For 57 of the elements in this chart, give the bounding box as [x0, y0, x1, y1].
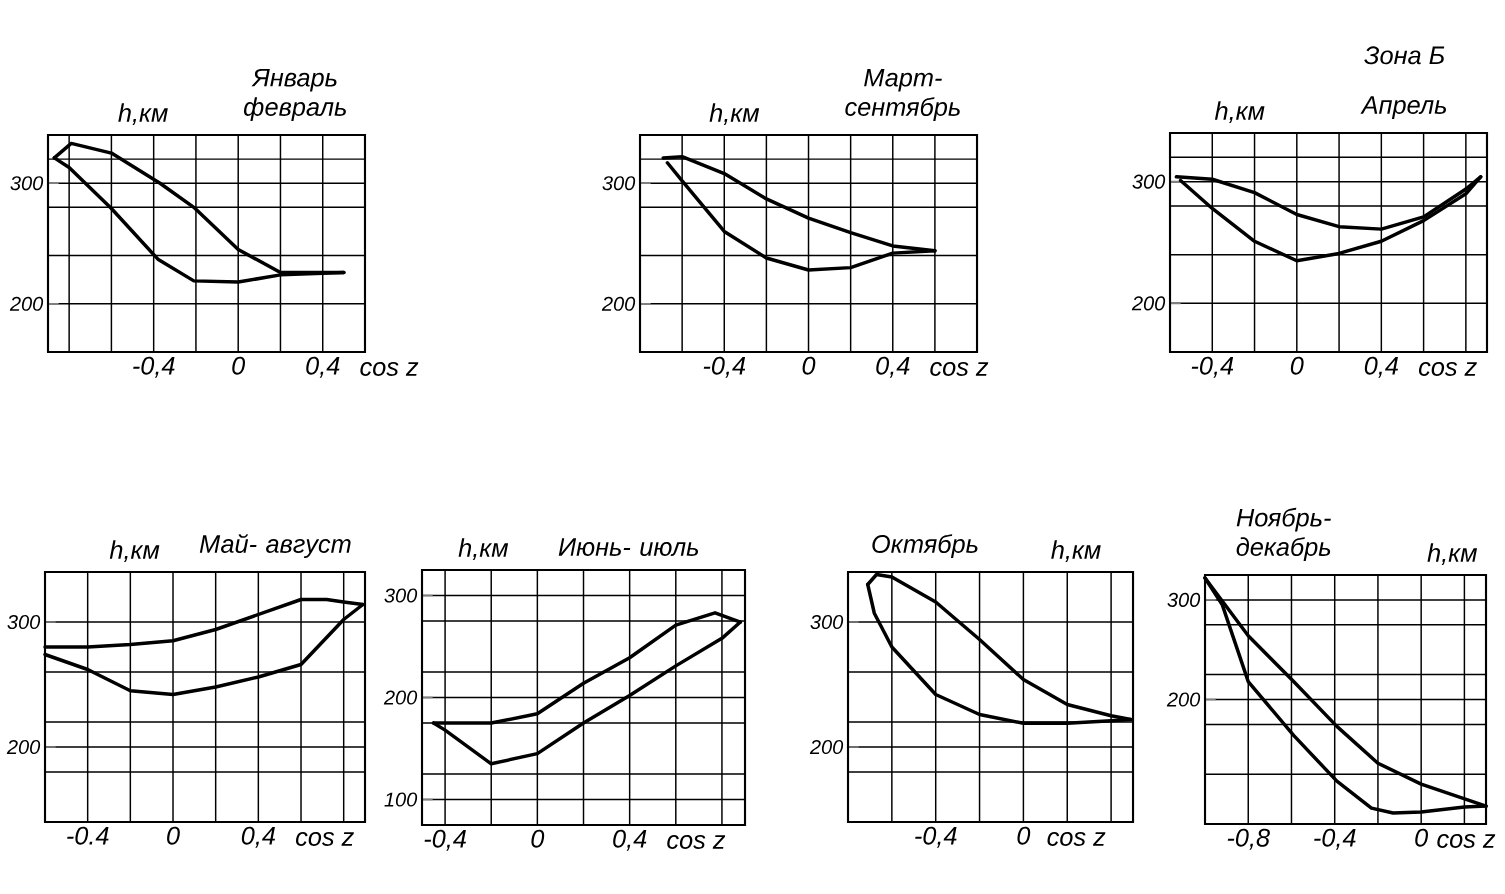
x-tick-label: -0,4: [703, 356, 746, 378]
x-axis-title: cos z: [930, 362, 989, 376]
x-tick-label: 0,4: [876, 356, 910, 378]
y-tick-label: 300: [1167, 592, 1201, 607]
x-tick-label: 0: [802, 356, 816, 375]
y-tick-label: 300: [1132, 174, 1166, 189]
y-axis-title: h,км: [1214, 101, 1265, 123]
chart-title: Ноябрь- декабрь: [1236, 507, 1331, 561]
chart-title: Октябрь: [872, 534, 978, 558]
y-axis-title: h,км: [1051, 540, 1101, 562]
y-axis-title: h,км: [458, 538, 509, 560]
y-tick-label: 200: [809, 739, 844, 755]
x-axis-title: cos z: [296, 832, 354, 846]
x-tick-label: 0: [1290, 356, 1304, 375]
chart-title: Январь февраль: [243, 68, 346, 121]
chart-title: Апрель: [1360, 96, 1446, 119]
x-axis-title: cos z: [1437, 834, 1496, 848]
y-tick-label: 300: [7, 614, 41, 630]
x-tick-label: 0: [167, 826, 180, 845]
y-tick-label: 300: [10, 176, 44, 191]
y-axis-title: h,км: [709, 103, 760, 125]
x-tick-label: -0,8: [1227, 828, 1270, 850]
x-tick-label: 0: [531, 829, 545, 848]
x-tick-label: 0,4: [306, 356, 340, 378]
x-tick-label: -0,4: [1191, 356, 1234, 378]
y-tick-label: 200: [1131, 296, 1166, 311]
y-tick-label: 300: [810, 614, 844, 630]
y-tick-label: 200: [601, 296, 636, 311]
x-axis-title: cos z: [1047, 832, 1106, 846]
text: Зона Б: [1364, 46, 1445, 65]
y-axis-title: h,км: [1427, 543, 1478, 565]
x-tick-label: 0,4: [241, 826, 275, 848]
y-tick-label: 100: [384, 792, 418, 807]
y-tick-label: 200: [1166, 692, 1201, 707]
y-tick-label: 300: [384, 588, 418, 603]
chart-title: Май- август: [199, 533, 351, 558]
y-tick-label: 200: [383, 690, 418, 705]
y-axis-title: h,км: [118, 103, 168, 125]
x-axis-title: cos z: [1418, 362, 1477, 376]
x-axis-title: cos z: [360, 362, 419, 376]
x-tick-label: -0,4: [1314, 828, 1356, 850]
chart-title: Март- сентябрь: [845, 68, 960, 121]
x-tick-label: -0,4: [424, 829, 466, 851]
chart-title: Июнь- июль: [558, 538, 698, 556]
y-tick-label: 200: [6, 739, 41, 755]
x-tick-label: 0,4: [1364, 356, 1398, 378]
x-tick-label: -0.4: [67, 826, 109, 845]
y-axis-title: h,км: [109, 540, 160, 562]
y-tick-label: 200: [9, 296, 44, 311]
x-tick-label: 0,4: [613, 829, 647, 851]
x-tick-label: 0: [232, 356, 246, 375]
x-tick-label: 0: [1415, 828, 1428, 847]
y-tick-label: 300: [602, 176, 636, 191]
x-axis-title: cos z: [667, 835, 726, 849]
x-tick-label: -0,4: [915, 826, 957, 848]
x-tick-label: 0: [1017, 826, 1031, 845]
x-tick-label: -0,4: [133, 356, 175, 378]
